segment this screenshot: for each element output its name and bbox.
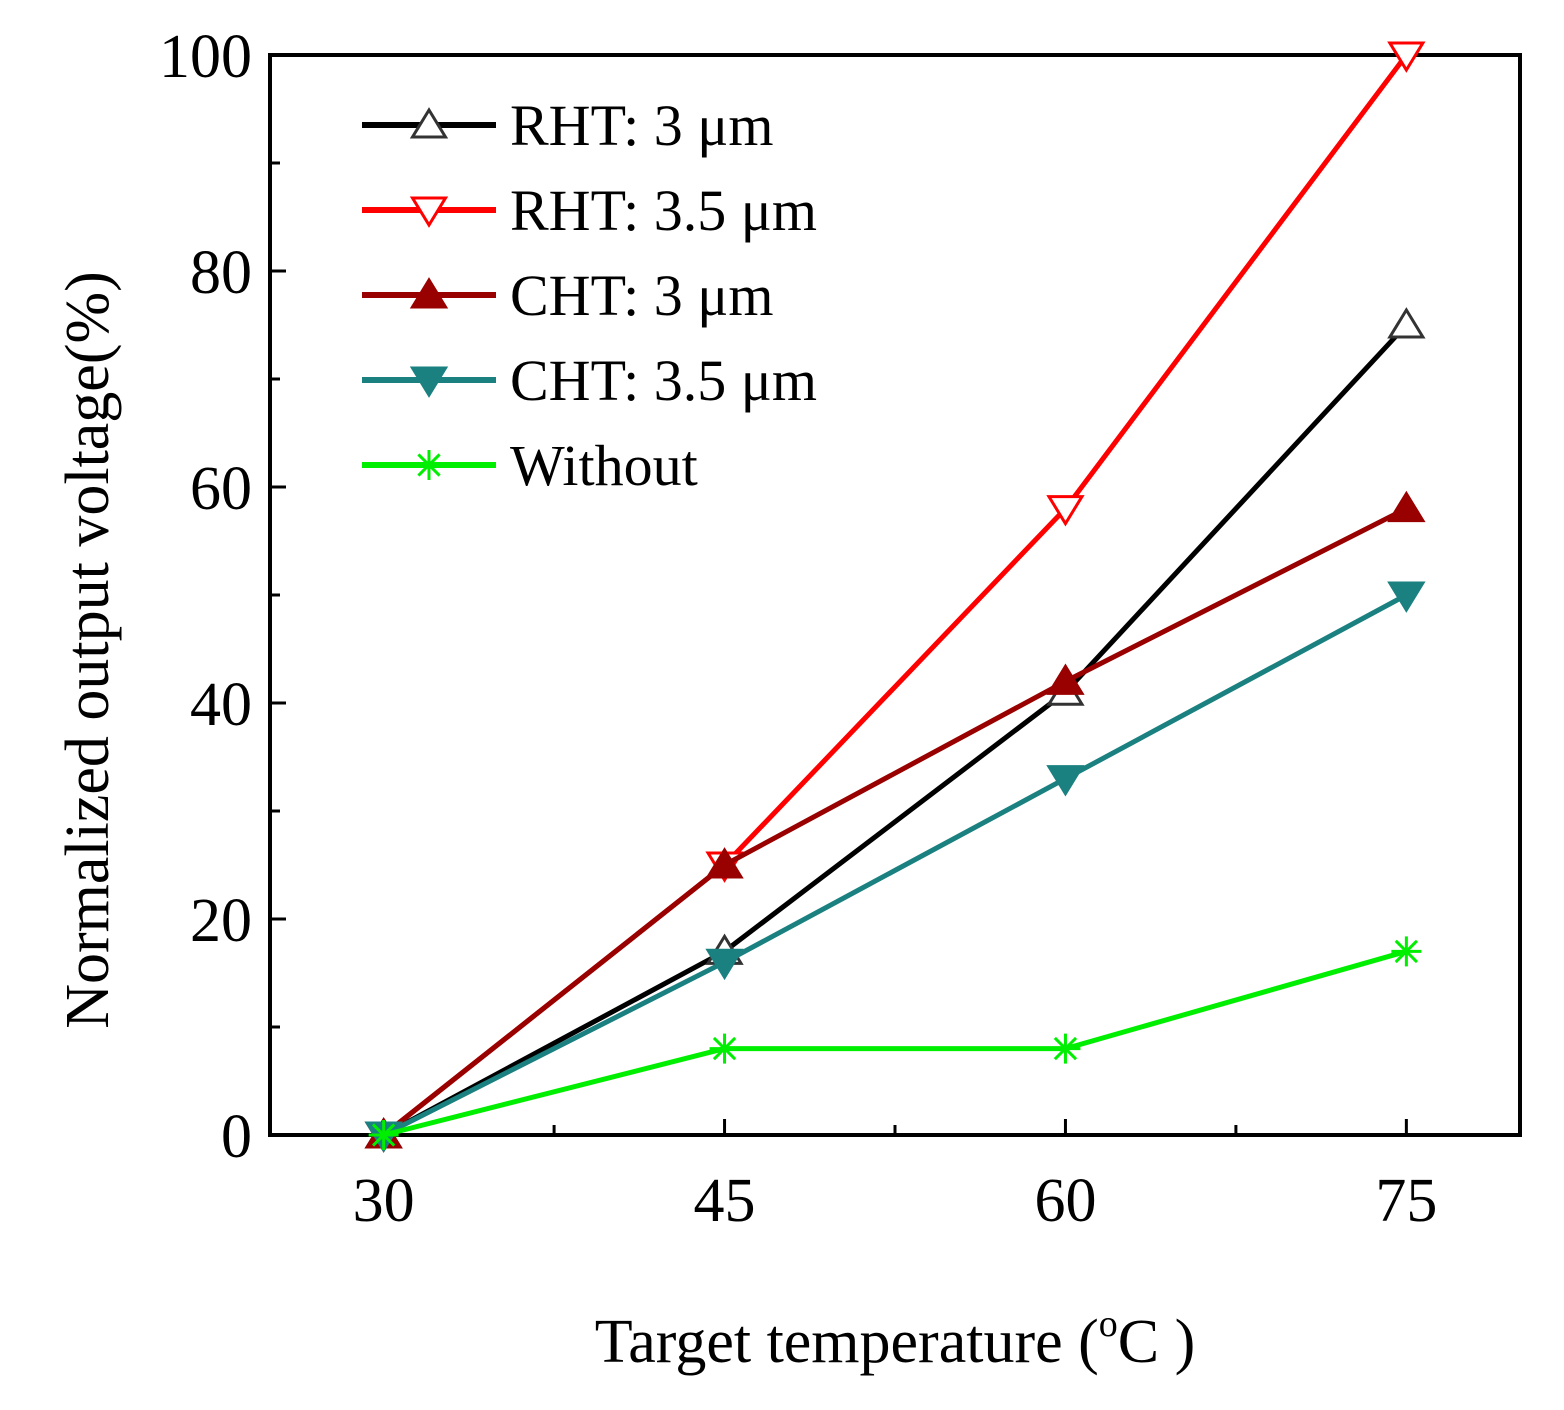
data-point <box>705 847 744 879</box>
legend-item: CHT: 3 μm <box>362 263 773 328</box>
series-line <box>383 948 1408 1138</box>
data-point <box>368 1120 399 1150</box>
data-point <box>1391 936 1422 967</box>
legend-label: RHT: 3 μm <box>510 93 773 158</box>
data-point <box>1387 490 1426 523</box>
y-tick-label: 0 <box>221 1103 252 1171</box>
y-tick-label: 80 <box>190 239 252 307</box>
legend-label: CHT: 3.5 μm <box>510 348 817 413</box>
data-point <box>709 1033 740 1064</box>
legend-item: Without <box>362 433 698 498</box>
legend-marker <box>409 366 449 398</box>
x-tick-label: 45 <box>694 1167 756 1235</box>
x-axis-title: Target temperature (oC ) <box>595 1303 1196 1376</box>
y-tick-label: 20 <box>190 887 252 955</box>
data-point <box>1387 581 1426 613</box>
legend-label: RHT: 3.5 μm <box>510 178 817 243</box>
data-point <box>1050 1033 1081 1064</box>
x-tick-label: 30 <box>353 1167 415 1235</box>
legend-item: RHT: 3 μm <box>362 93 773 158</box>
y-axis-title: Normalized output voltage(%) <box>54 271 122 1029</box>
legend-marker <box>414 450 444 480</box>
legend: RHT: 3 μm RHT: 3.5 μm CHT: 3 μm CHT: 3.5 μm… <box>362 93 817 498</box>
series-3 <box>364 581 1426 1153</box>
series-line <box>382 506 1408 1137</box>
series-2 <box>364 490 1426 1149</box>
legend-item: RHT: 3.5 μm <box>362 178 817 243</box>
data-point <box>1387 307 1426 339</box>
data-point <box>1046 663 1085 695</box>
legend-marker <box>409 107 449 139</box>
legend-label: CHT: 3 μm <box>510 263 773 328</box>
legend-label: Without <box>510 433 698 498</box>
series-4 <box>368 936 1422 1150</box>
y-tick-label: 60 <box>190 455 252 523</box>
legend-marker <box>409 196 449 228</box>
x-tick-label: 60 <box>1034 1167 1096 1235</box>
legend-marker <box>409 277 449 309</box>
series-layer <box>364 41 1426 1153</box>
data-point <box>1046 495 1085 527</box>
y-tick-label: 40 <box>190 671 252 739</box>
series-line <box>382 592 1408 1138</box>
data-point <box>1046 765 1085 797</box>
x-tick-label: 75 <box>1375 1167 1437 1235</box>
series-line <box>382 323 1409 1138</box>
data-point <box>1387 41 1426 73</box>
axes: 30 45 60 75 0 20 40 60 80 100 <box>159 23 1522 1235</box>
legend-item: CHT: 3.5 μm <box>362 348 817 413</box>
data-point <box>705 948 744 981</box>
y-tick-label: 100 <box>159 23 252 91</box>
